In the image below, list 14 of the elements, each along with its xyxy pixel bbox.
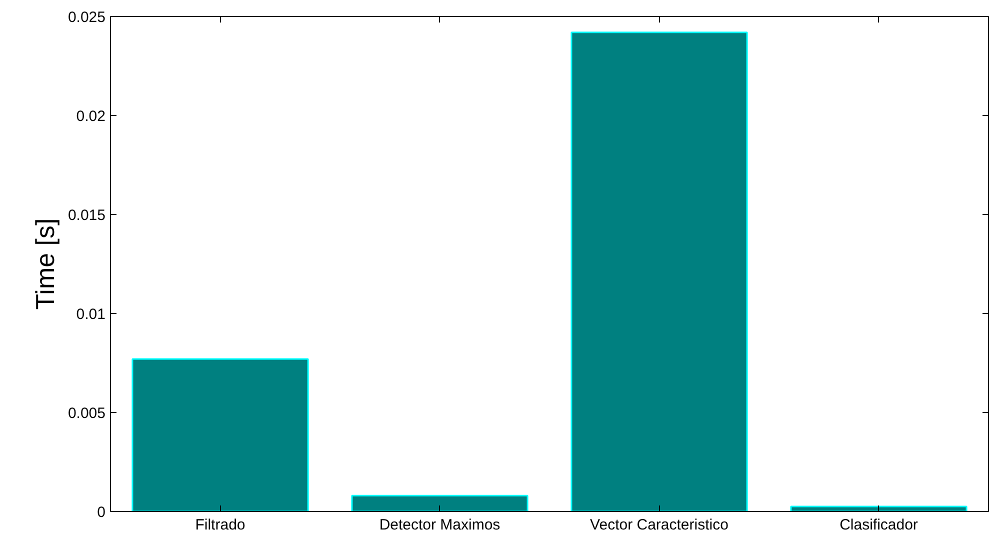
y-axis-title: Time [s] [30,218,60,310]
x-tick-label: Filtrado [195,516,246,534]
bar [132,358,309,512]
x-tick-label: Vector Caracteristico [590,516,728,534]
y-tick-label: 0.005 [68,405,106,422]
y-tick-label: 0.025 [68,9,106,26]
y-tick-label: 0 [97,504,106,521]
y-tick-label: 0.01 [76,306,106,323]
y-tick-label: 0.015 [68,207,106,224]
bar [570,32,748,512]
bar [351,494,528,512]
x-tick-label: Clasificador [840,516,918,534]
x-tick-label: Detector Maximos [379,516,500,534]
y-tick-label: 0.02 [76,108,106,125]
